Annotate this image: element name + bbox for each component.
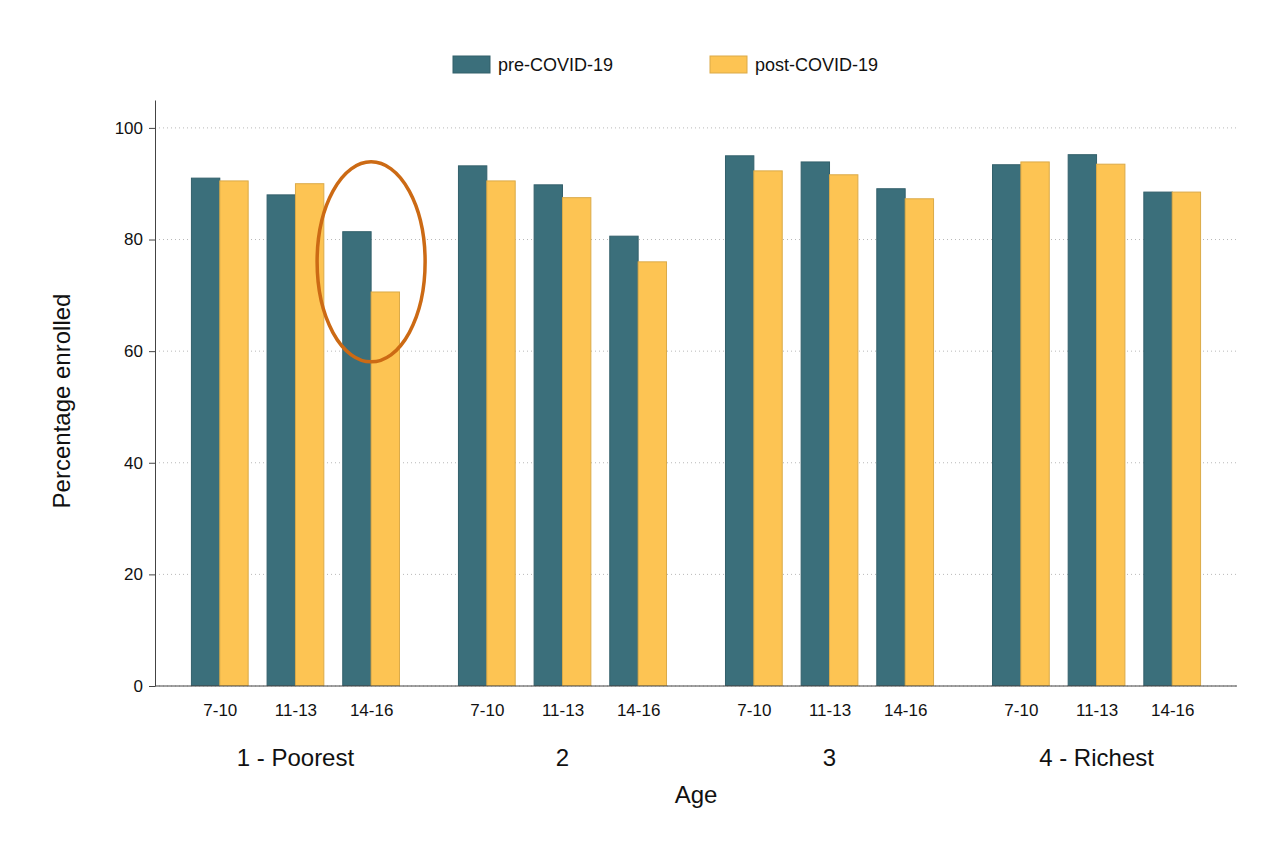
x-tick: 7-10 — [203, 701, 237, 720]
bar — [534, 185, 562, 686]
bar — [610, 236, 638, 686]
chart: 0 20 40 60 80 100 7-10 11-13 14-16 7-10 11-13 14-16… — [0, 0, 1266, 844]
legend-swatch — [453, 56, 490, 73]
x-tick: 14-16 — [617, 701, 660, 720]
y-tick: 20 — [124, 565, 155, 584]
bar — [1172, 192, 1200, 686]
bar — [220, 181, 248, 686]
x-tick: 11-13 — [1076, 701, 1118, 720]
bar — [638, 262, 666, 686]
bar — [267, 195, 295, 686]
tick-label: 14-16 — [1151, 701, 1194, 720]
tick-mark — [149, 128, 155, 129]
tick-label: 80 — [124, 230, 143, 249]
bar — [1144, 192, 1172, 686]
grid-line — [155, 686, 1237, 687]
x-tick: 14-16 — [1151, 701, 1194, 720]
group-labels: 1 - Poorest 2 3 4 - Richest — [237, 744, 1154, 771]
bars — [191, 155, 1200, 686]
x-tick: 7-10 — [737, 701, 771, 720]
bar — [754, 171, 782, 686]
x-axis-line — [155, 686, 1237, 687]
bar — [191, 178, 219, 686]
tick-mark — [149, 351, 155, 352]
tick-label: 7-10 — [470, 701, 504, 720]
y-axis-title: Percentage enrolled — [48, 294, 75, 509]
group-label: 3 — [823, 744, 836, 771]
bar-series — [220, 162, 1201, 686]
bar — [993, 165, 1021, 686]
y-axis-line — [155, 101, 156, 687]
tick-label: 11-13 — [542, 701, 584, 720]
bar — [1068, 155, 1096, 686]
group-label: 4 - Richest — [1039, 744, 1154, 771]
y-axis: 0 20 40 60 80 100 — [115, 101, 156, 696]
y-tick: 100 — [115, 119, 155, 138]
legend-item: post-COVID-19 — [710, 55, 878, 75]
x-tick: 11-13 — [809, 701, 851, 720]
x-tick: 14-16 — [350, 701, 393, 720]
bar — [1021, 162, 1049, 686]
y-tick: 0 — [134, 677, 155, 696]
tick-label: 11-13 — [809, 701, 851, 720]
tick-label: 11-13 — [1076, 701, 1118, 720]
tick-label: 20 — [124, 565, 143, 584]
legend-label: post-COVID-19 — [755, 55, 878, 75]
tick-label: 60 — [124, 342, 143, 361]
bar — [1097, 164, 1125, 686]
bar — [905, 199, 933, 686]
x-axis-title: Age — [675, 781, 718, 808]
bar — [343, 232, 371, 686]
y-tick: 60 — [124, 342, 155, 361]
bar — [487, 181, 515, 686]
x-axis: 7-10 11-13 14-16 7-10 11-13 14-16 7-10 11-13 14-… — [203, 701, 1194, 720]
tick-label: 14-16 — [617, 701, 660, 720]
tick-label: 14-16 — [884, 701, 927, 720]
group-label: 2 — [556, 744, 569, 771]
tick-mark — [149, 686, 155, 687]
x-tick: 7-10 — [1004, 701, 1038, 720]
tick-label: 7-10 — [203, 701, 237, 720]
tick-mark — [149, 463, 155, 464]
group-label: 1 - Poorest — [237, 744, 355, 771]
tick-mark — [149, 574, 155, 575]
legend: pre-COVID-19 post-COVID-19 — [453, 55, 878, 75]
bar — [458, 166, 486, 686]
x-tick: 11-13 — [542, 701, 584, 720]
tick-label: 40 — [124, 454, 143, 473]
bar-series — [191, 155, 1172, 686]
bar — [801, 162, 829, 686]
y-tick: 40 — [124, 454, 155, 473]
tick-label: 11-13 — [275, 701, 317, 720]
bar — [725, 156, 753, 686]
highlight-ellipse — [317, 162, 425, 362]
bar — [295, 184, 323, 686]
tick-label: 14-16 — [350, 701, 393, 720]
bar — [562, 198, 590, 686]
grid — [155, 128, 1237, 686]
legend-swatch — [710, 56, 747, 73]
bar — [877, 189, 905, 686]
bar — [830, 175, 858, 686]
x-tick: 11-13 — [275, 701, 317, 720]
y-tick: 80 — [124, 230, 155, 249]
grid-line — [155, 127, 1237, 128]
x-tick: 7-10 — [470, 701, 504, 720]
tick-label: 7-10 — [737, 701, 771, 720]
tick-label: 100 — [115, 119, 143, 138]
tick-label: 0 — [134, 677, 143, 696]
x-tick: 14-16 — [884, 701, 927, 720]
legend-item: pre-COVID-19 — [453, 55, 613, 75]
legend-label: pre-COVID-19 — [498, 55, 613, 75]
tick-mark — [149, 240, 155, 241]
tick-label: 7-10 — [1004, 701, 1038, 720]
